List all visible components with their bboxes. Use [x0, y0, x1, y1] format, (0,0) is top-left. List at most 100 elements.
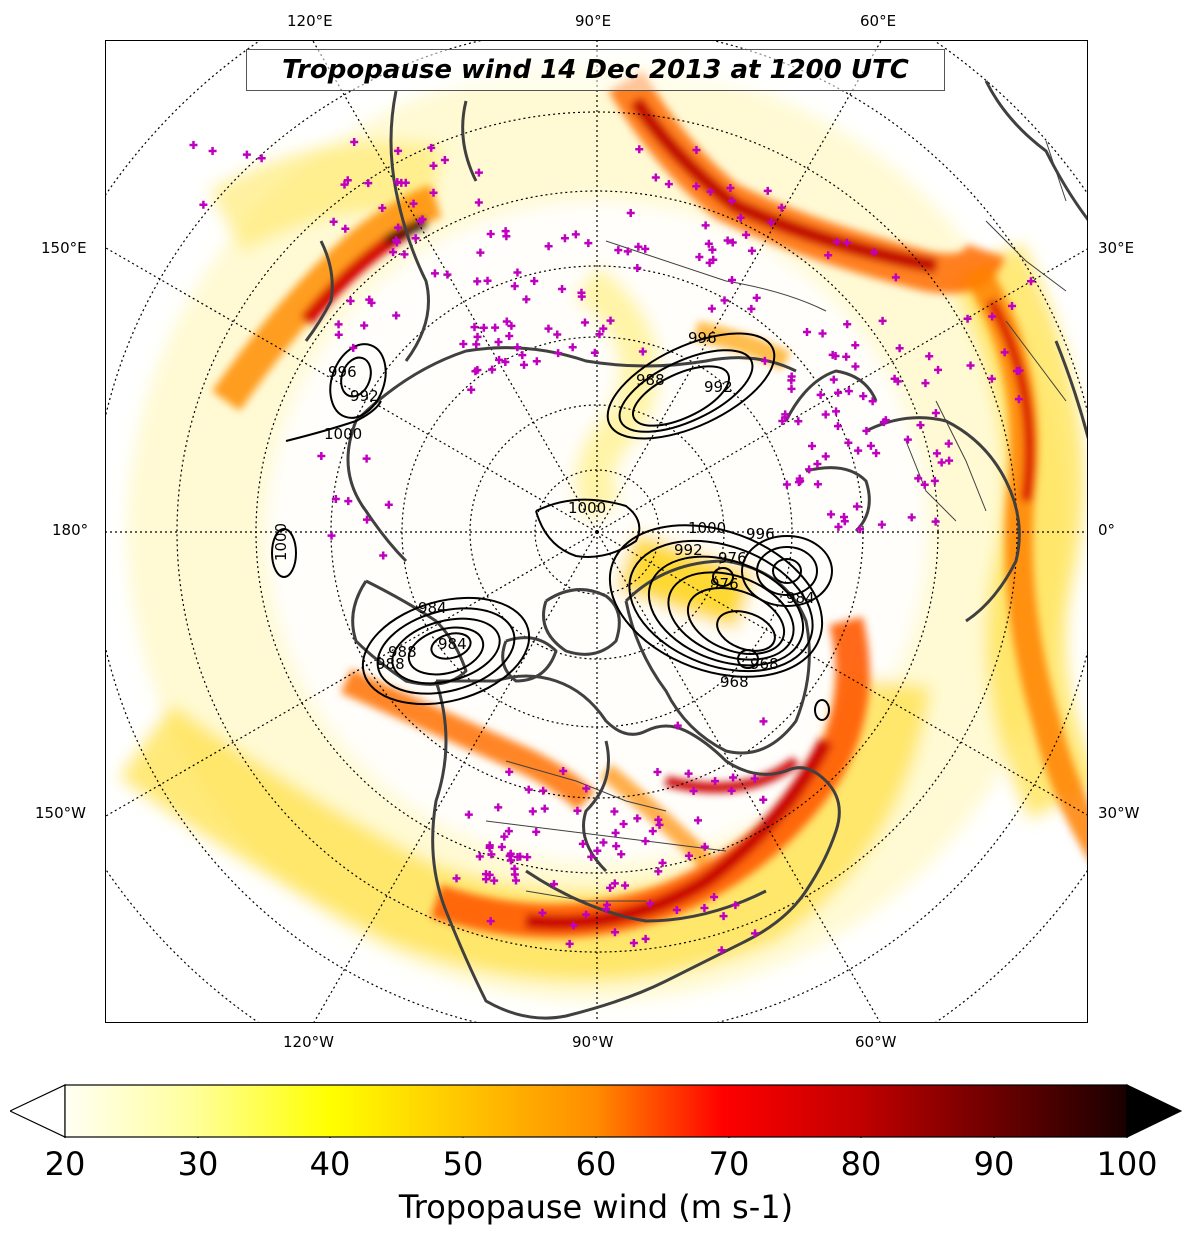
station-marker — [945, 456, 954, 465]
contour-label: 976 — [710, 575, 739, 593]
station-marker — [389, 248, 398, 257]
station-marker — [893, 377, 902, 386]
contour-label: 992 — [350, 387, 379, 405]
station-marker — [651, 173, 660, 182]
station-marker — [495, 355, 504, 364]
station-marker — [648, 827, 657, 836]
station-marker — [944, 439, 953, 448]
station-marker — [544, 242, 553, 251]
station-marker — [692, 146, 701, 155]
station-marker — [440, 156, 449, 164]
station-marker — [727, 786, 736, 795]
station-marker — [832, 237, 841, 246]
station-marker — [626, 209, 635, 218]
station-marker — [843, 320, 852, 329]
station-marker — [467, 385, 476, 394]
station-marker — [257, 154, 266, 163]
station-marker — [593, 846, 602, 855]
station-marker — [816, 390, 825, 399]
station-marker — [728, 238, 737, 247]
contour-label: 992 — [674, 541, 703, 559]
station-marker — [803, 328, 812, 337]
station-marker — [599, 324, 608, 333]
lon-label-left-3: 150°W — [35, 804, 86, 822]
station-marker — [778, 417, 787, 426]
station-marker — [502, 317, 511, 326]
station-marker — [549, 880, 558, 889]
station-marker — [476, 248, 485, 257]
station-marker — [782, 480, 791, 489]
station-marker — [760, 356, 769, 365]
station-marker — [646, 899, 655, 908]
colorbar-label: Tropopause wind (m s-1) — [398, 1188, 794, 1226]
station-marker — [866, 441, 875, 450]
station-marker — [842, 238, 851, 247]
contour-label: 984 — [418, 599, 447, 617]
contour-label: 988 — [376, 655, 405, 673]
station-marker — [930, 476, 939, 485]
station-marker — [507, 856, 516, 865]
lon-label-top-2: 90°E — [575, 12, 612, 30]
station-marker — [362, 515, 371, 524]
station-marker — [485, 870, 494, 879]
station-marker — [653, 767, 662, 776]
contour-label: 988 — [636, 371, 665, 389]
colorbar-tick-50: 50 — [442, 1145, 484, 1183]
station-marker — [851, 341, 860, 350]
station-marker — [673, 721, 682, 730]
lon-label-right-3: 30°W — [1098, 804, 1140, 822]
station-marker — [199, 200, 208, 209]
station-marker — [497, 842, 506, 851]
station-marker — [513, 343, 522, 352]
station-marker — [641, 244, 650, 253]
station-marker — [723, 236, 732, 245]
station-marker — [520, 360, 529, 369]
station-marker — [925, 352, 934, 361]
station-marker — [602, 905, 611, 914]
station-marker — [539, 786, 548, 795]
station-marker — [479, 323, 488, 332]
station-marker — [895, 344, 904, 353]
station-marker — [379, 551, 388, 560]
contour-label: 976 — [718, 549, 747, 567]
station-marker — [580, 318, 589, 327]
station-marker — [530, 277, 539, 286]
station-marker — [505, 851, 514, 860]
colorbar-extend-low — [8, 1084, 66, 1138]
station-marker — [641, 837, 650, 846]
lon-label-bottom-1: 120°W — [283, 1033, 334, 1051]
station-marker — [868, 397, 877, 406]
station-marker — [360, 321, 369, 330]
station-marker — [473, 332, 482, 341]
pressure-contours — [271, 332, 833, 721]
station-marker — [759, 795, 768, 804]
contour-label: 968 — [750, 655, 779, 673]
contour-label: 984 — [786, 589, 815, 607]
station-marker — [490, 876, 499, 885]
station-marker — [459, 340, 468, 349]
country-borders — [485, 140, 1067, 902]
station-marker — [617, 850, 626, 859]
station-marker — [736, 213, 745, 222]
station-marker — [916, 421, 925, 430]
colorbar-tick-70: 70 — [708, 1145, 750, 1183]
station-marker — [834, 388, 843, 397]
station-marker — [488, 365, 497, 374]
station-marker — [821, 410, 830, 419]
map-canvas — [106, 41, 1087, 1022]
contour-label: 992 — [704, 378, 733, 396]
station-marker — [568, 343, 577, 352]
station-marker — [862, 426, 871, 435]
station-marker — [452, 874, 461, 883]
station-marker — [664, 180, 673, 189]
station-marker — [582, 910, 591, 919]
station-marker — [689, 786, 698, 795]
station-marker — [349, 343, 358, 352]
station-marker — [485, 843, 494, 852]
station-marker — [963, 314, 972, 323]
station-marker — [599, 838, 608, 847]
station-marker — [654, 867, 663, 876]
station-marker — [921, 379, 930, 388]
station-marker — [705, 258, 714, 267]
station-marker — [844, 387, 853, 396]
